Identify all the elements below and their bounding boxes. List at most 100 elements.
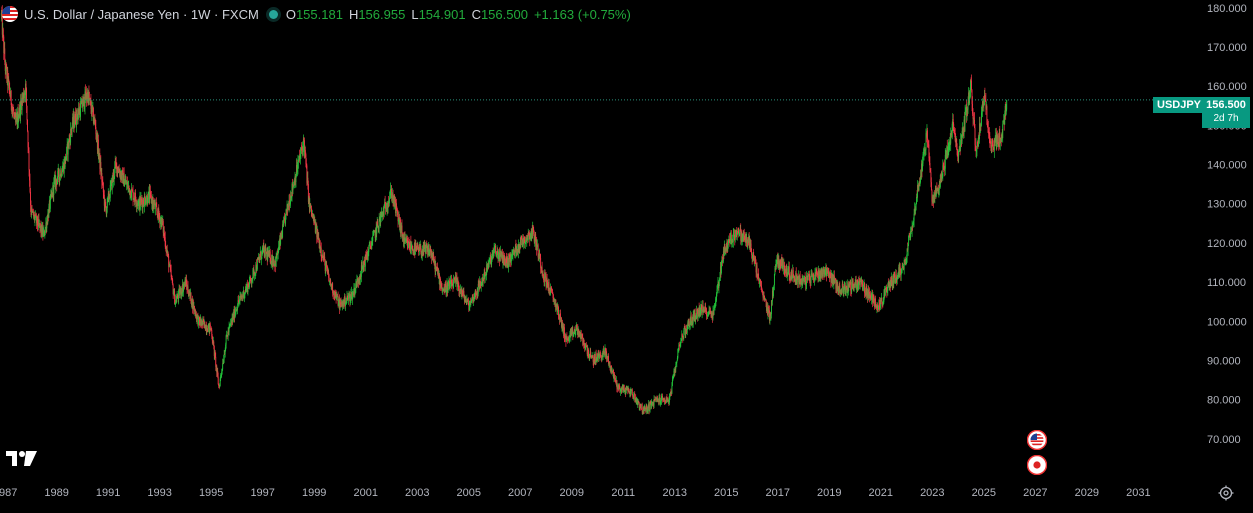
candle-down	[375, 227, 377, 235]
candle-up	[702, 305, 704, 310]
candle-down	[194, 309, 196, 316]
candle-down	[546, 277, 548, 283]
candle-down	[431, 254, 433, 259]
candle-down	[818, 269, 820, 280]
candle-down	[90, 109, 92, 115]
symbol-price-tag[interactable]: USDJPY	[1153, 97, 1206, 113]
candle-up	[910, 232, 912, 238]
candle-down	[822, 274, 823, 277]
candle-down	[4, 61, 6, 71]
last-price-label[interactable]: 156.500 2d 7h	[1202, 97, 1250, 128]
candle-up	[197, 317, 199, 326]
candle-up	[432, 254, 434, 261]
time-axis-tick-label: 1999	[302, 487, 326, 499]
candle-down	[115, 162, 117, 163]
candle-down	[810, 282, 812, 283]
time-axis[interactable]: 1987198919911993199519971999200120032005…	[0, 487, 1151, 499]
chart-legend-header: U.S. Dollar / Japanese Yen · 1W · FXCM O…	[0, 3, 631, 25]
candle-down	[20, 100, 22, 103]
candle-up	[81, 99, 82, 104]
candle-down	[521, 239, 523, 241]
candle-down	[820, 270, 821, 279]
candle-down	[931, 201, 933, 203]
candle-down	[989, 135, 991, 142]
candle-up	[1005, 109, 1007, 114]
candle-down	[12, 108, 14, 110]
candle-down	[388, 202, 390, 204]
candle-up	[480, 283, 482, 287]
time-axis-tick-label: 1987	[0, 487, 17, 499]
candle-up	[145, 200, 147, 204]
candle-up	[556, 303, 557, 308]
candle-down	[265, 247, 267, 256]
us-flag-icon[interactable]	[2, 6, 18, 22]
candle-down	[69, 138, 71, 140]
candle-up	[57, 169, 59, 172]
candle-down	[919, 181, 920, 187]
candle-down	[184, 283, 185, 285]
candle-down	[946, 146, 948, 152]
candle-down	[59, 174, 61, 176]
market-status-dot[interactable]	[268, 9, 278, 19]
candle-down	[365, 255, 367, 258]
candle-up	[660, 400, 662, 402]
candle-down	[56, 180, 58, 185]
candle-up	[80, 103, 81, 117]
candle-up	[472, 297, 474, 302]
candle-up	[698, 307, 700, 315]
candle-down	[986, 106, 988, 125]
candle-up	[371, 241, 373, 243]
candle-down	[22, 97, 24, 99]
candle-down	[786, 268, 788, 275]
candle-up	[709, 310, 711, 314]
candle-down	[424, 244, 426, 246]
price-axis[interactable]: 70.00080.00090.000100.000110.000120.0001…	[1207, 3, 1247, 446]
candle-down	[612, 371, 613, 373]
candle-down	[58, 176, 60, 181]
candle-down	[931, 190, 933, 202]
candle-up	[595, 353, 597, 363]
candle-down	[733, 229, 735, 237]
candle-up	[739, 229, 741, 235]
candle-down	[742, 235, 744, 238]
candle-down	[833, 275, 835, 284]
candle-down	[2, 29, 4, 37]
candle-up	[1003, 119, 1005, 122]
candle-down	[527, 235, 529, 241]
candle-down	[964, 119, 966, 125]
candle-down	[433, 259, 435, 265]
candle-up	[567, 336, 569, 340]
candle-down	[933, 193, 935, 198]
candle-up	[511, 254, 513, 256]
candle-down	[927, 130, 928, 141]
candle-up	[707, 314, 709, 317]
candle-down	[166, 249, 168, 254]
tradingview-logo-icon[interactable]	[6, 449, 38, 467]
candle-up	[367, 252, 369, 257]
high-value: 156.955	[358, 6, 406, 22]
candle-up	[23, 95, 25, 100]
candle-down	[760, 279, 761, 282]
candle-down	[839, 285, 841, 293]
candle-down	[821, 268, 823, 275]
candle-up	[667, 399, 669, 401]
us-flag-event-icon[interactable]	[1027, 430, 1047, 450]
japan-flag-event-icon[interactable]	[1027, 455, 1047, 475]
candle-up	[525, 237, 527, 243]
candle-down	[158, 208, 160, 216]
candle-up	[546, 277, 548, 287]
candle-up	[645, 405, 647, 412]
candle-up	[346, 300, 347, 302]
candle-up	[366, 252, 368, 260]
candle-up	[22, 93, 24, 99]
settings-gear-icon[interactable]	[1218, 485, 1234, 501]
symbol-title[interactable]: U.S. Dollar / Japanese Yen · 1W · FXCM	[24, 6, 259, 22]
candle-down	[426, 246, 428, 249]
candle-down	[243, 290, 245, 299]
candle-down	[832, 278, 834, 286]
candle-up	[393, 195, 395, 204]
candle-down	[1000, 137, 1002, 140]
candle-down	[654, 399, 656, 401]
candle-up	[418, 247, 420, 252]
